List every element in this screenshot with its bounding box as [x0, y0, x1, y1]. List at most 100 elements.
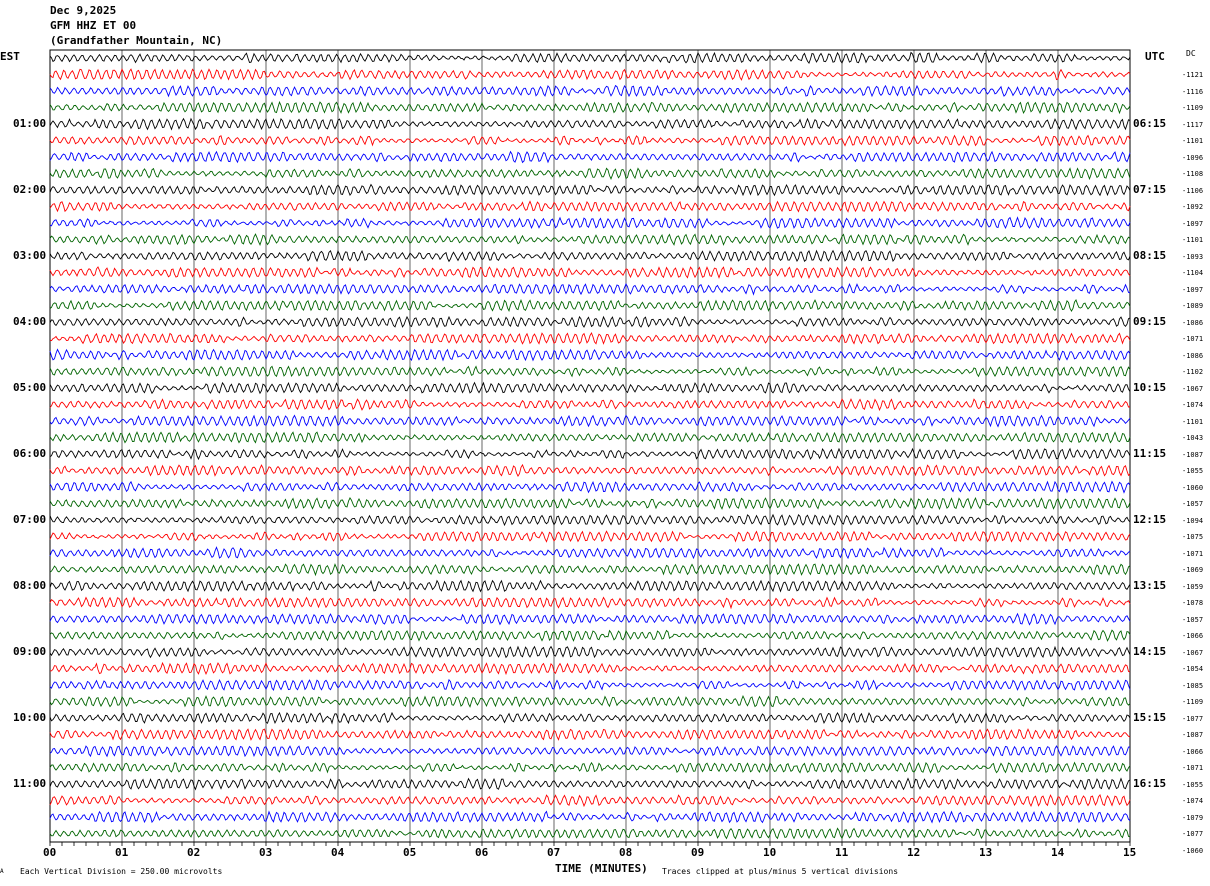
- x-tick-label: 09: [691, 846, 705, 859]
- seismic-trace: [49, 777, 1131, 791]
- seismic-trace: [49, 810, 1131, 824]
- seismic-trace: [49, 612, 1131, 626]
- right-hour-label: 10:15: [1133, 381, 1167, 394]
- seismic-trace: [49, 348, 1131, 362]
- right-hour-label: 06:15: [1133, 117, 1167, 130]
- dc-offset-label: -1101: [1182, 137, 1204, 145]
- dc-offset-label: -1109: [1182, 104, 1204, 112]
- right-hour-label: 08:15: [1133, 249, 1167, 262]
- right-hour-label: 15:15: [1133, 711, 1167, 724]
- header-date: Dec 9,2025: [50, 4, 117, 17]
- x-tick-label: 10: [763, 846, 777, 859]
- seismic-trace: [49, 331, 1131, 345]
- seismic-trace: [49, 299, 1131, 313]
- seismic-trace: [49, 100, 1131, 115]
- seismic-trace: [49, 563, 1131, 577]
- seismic-trace: [49, 513, 1131, 527]
- seismic-trace: [49, 728, 1131, 741]
- x-tick-label: 07: [547, 846, 561, 859]
- right-hour-label: 12:15: [1133, 513, 1167, 526]
- dc-offset-label: -1060: [1182, 846, 1204, 855]
- right-axis-title: UTC: [1145, 50, 1165, 63]
- dc-offset-label: -1093: [1182, 252, 1204, 261]
- dc-offset-label: -1109: [1182, 698, 1204, 706]
- left-hour-label: 09:00: [13, 645, 47, 658]
- dc-offset-label: -1087: [1182, 731, 1204, 739]
- left-hour-label: 06:00: [13, 447, 47, 460]
- dc-offset-label: -1066: [1182, 747, 1204, 756]
- x-tick-label: 00: [43, 846, 57, 859]
- seismic-trace: [49, 167, 1131, 181]
- seismic-trace: [49, 51, 1131, 65]
- seismic-trace: [49, 694, 1131, 708]
- dc-offset-label: -1071: [1182, 549, 1204, 558]
- dc-offset-label: -1057: [1182, 500, 1204, 508]
- seismic-trace: [49, 315, 1131, 329]
- dc-offset-label: -1106: [1182, 186, 1204, 195]
- seismic-trace: [49, 134, 1131, 147]
- x-axis-label: TIME (MINUTES): [555, 862, 648, 875]
- dc-offset-label: -1077: [1182, 714, 1204, 723]
- seismic-trace: [49, 117, 1131, 131]
- left-hour-label: 11:00: [13, 777, 47, 790]
- x-tick-label: 15: [1123, 846, 1137, 859]
- x-tick-label: 12: [907, 846, 921, 859]
- x-tick-label: 13: [979, 846, 993, 859]
- dc-offset-label: -1055: [1182, 467, 1204, 475]
- dc-offset-label: -1074: [1182, 797, 1204, 805]
- dc-offset-label: -1101: [1182, 417, 1204, 426]
- seismic-trace: [49, 629, 1131, 642]
- seismic-trace: [49, 579, 1131, 593]
- seismic-trace: [49, 546, 1131, 560]
- left-hour-label: 05:00: [13, 381, 47, 394]
- scale-note: Each Vertical Division = 250.00 microvol…: [20, 867, 223, 876]
- dc-offset-label: -1108: [1182, 170, 1204, 178]
- x-tick-label: 02: [187, 846, 201, 859]
- x-tick-label: 06: [475, 846, 489, 859]
- dc-offset-label: -1057: [1182, 615, 1204, 624]
- seismic-trace: [49, 431, 1131, 444]
- x-tick-label: 11: [835, 846, 849, 859]
- dc-offset-label: -1060: [1182, 483, 1204, 492]
- right-hour-label: 07:15: [1133, 183, 1167, 196]
- dc-offset-label: -1067: [1182, 384, 1204, 393]
- seismic-trace: [49, 827, 1131, 840]
- seismic-trace: [49, 365, 1131, 378]
- seismic-trace: [49, 283, 1131, 296]
- right-hour-label: 11:15: [1133, 447, 1167, 460]
- header-station: GFM HHZ ET 00: [50, 19, 137, 32]
- left-hour-label: 10:00: [13, 711, 47, 724]
- seismic-trace: [49, 414, 1131, 428]
- seismic-trace: [49, 249, 1131, 263]
- dc-offset-label: -1086: [1182, 351, 1204, 360]
- dc-offset-label: -1077: [1182, 830, 1204, 838]
- seismic-trace: [49, 183, 1131, 197]
- dc-offset-label: -1117: [1182, 120, 1204, 129]
- dc-offset-label: -1094: [1182, 516, 1204, 525]
- dc-offset-label: -1097: [1182, 285, 1204, 294]
- dc-offset-label: -1071: [1182, 335, 1204, 343]
- seismic-trace: [49, 463, 1131, 478]
- seismic-trace: [49, 447, 1131, 461]
- header-location: (Grandfather Mountain, NC): [50, 34, 223, 47]
- seismic-trace: [49, 530, 1131, 543]
- right-hour-label: 09:15: [1133, 315, 1167, 328]
- seismic-trace: [49, 711, 1131, 725]
- left-hour-label: 07:00: [13, 513, 47, 526]
- dc-offset-label: -1066: [1182, 632, 1204, 640]
- dc-title: DC: [1186, 49, 1196, 58]
- seismic-trace: [49, 266, 1131, 279]
- dc-offset-label: -1097: [1182, 219, 1204, 228]
- left-hour-label: 01:00: [13, 117, 47, 130]
- seismic-trace: [49, 645, 1131, 659]
- left-axis-title: EST: [0, 50, 20, 63]
- dc-offset-label: -1089: [1182, 302, 1204, 310]
- dc-offset-label: -1102: [1182, 368, 1204, 376]
- x-tick-label: 08: [619, 846, 633, 859]
- seismic-trace: [49, 68, 1131, 81]
- dc-offset-label: -1121: [1182, 71, 1204, 79]
- dc-offset-label: -1074: [1182, 401, 1204, 409]
- seismic-trace: [49, 84, 1131, 98]
- dc-offset-label: -1104: [1182, 269, 1204, 277]
- clip-note: Traces clipped at plus/minus 5 vertical …: [662, 867, 899, 876]
